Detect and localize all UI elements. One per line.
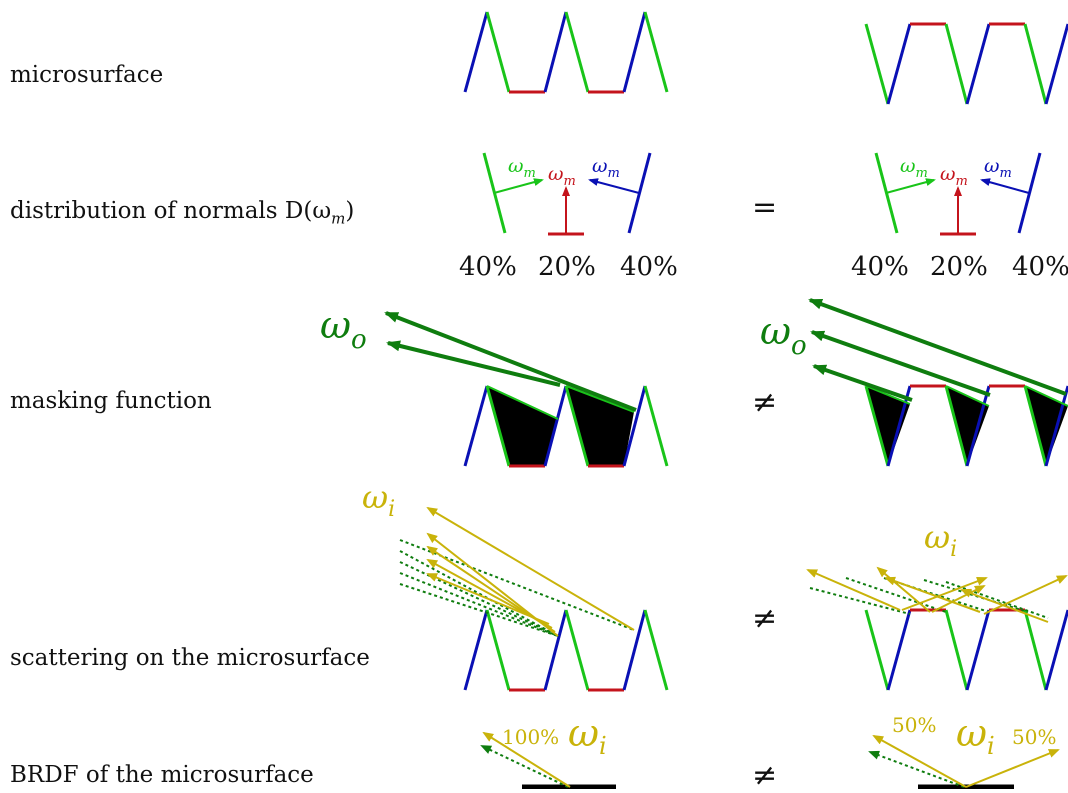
view-ray-b3 — [812, 364, 913, 402]
omega-i-label-a: ωi — [362, 478, 395, 522]
view-ray-b1 — [808, 298, 1067, 396]
normal-label-blue-b: ωm — [984, 155, 1012, 181]
row-label-distribution-of-normals: distribution of normals D(ωm) — [10, 198, 354, 228]
omega-i-label-brdf-b: ωi — [956, 711, 995, 760]
equals-sign: = — [752, 190, 778, 225]
view-ray-b2 — [810, 330, 991, 397]
normal-label-green: ωm — [508, 155, 536, 181]
not-equal-sign-scattering: ≠ — [752, 601, 778, 636]
brdf-value-a: 100% — [502, 725, 559, 749]
distribution-label-subscript: m — [331, 209, 346, 228]
pct-left-b: 40% — [851, 252, 909, 282]
pct-mid-b: 20% — [930, 252, 988, 282]
normal-label-red-b: ωm — [940, 163, 968, 189]
brdf-right-pct-b: 50% — [1012, 725, 1056, 749]
normal-label-green-b: ωm — [900, 155, 928, 181]
view-ray-a2 — [386, 340, 561, 387]
scattering-diagram-a: ωi — [362, 478, 669, 692]
omega-o-label-b: ωo — [760, 309, 807, 361]
not-equal-sign-masking: ≠ — [752, 385, 778, 420]
row-label-brdf: BRDF of the microsurface — [10, 762, 314, 788]
normals-diagram-b: ωm ωm ωm 40% 20% 40% — [851, 152, 1068, 282]
pct-right-a: 40% — [620, 252, 678, 282]
omega-i-label-b: ωi — [924, 518, 957, 562]
row-label-scattering: scattering on the microsurface — [10, 645, 370, 671]
normals-diagram-a: ωm ωm ωm 40% 20% 40% — [459, 152, 678, 282]
omega-i-label-brdf-a: ωi — [568, 711, 607, 760]
normal-label-blue: ωm — [592, 155, 620, 181]
masking-diagram-a — [463, 384, 669, 468]
scattering-diagram-b: ωi — [806, 518, 1068, 692]
row-label-microsurface: microsurface — [10, 62, 164, 88]
brdf-diagram-a: 100% ωi — [480, 711, 616, 789]
normal-label-red: ωm — [548, 163, 576, 189]
distribution-label-close: ) — [345, 198, 355, 224]
omega-o-label-a: ωo — [320, 303, 367, 355]
pct-mid-a: 20% — [538, 252, 596, 282]
not-equal-sign-brdf: ≠ — [752, 758, 778, 793]
masking-diagram-b — [864, 384, 1068, 468]
pct-right-b: 40% — [1012, 252, 1068, 282]
distribution-label-text: distribution of normals D(ω — [10, 198, 332, 224]
microsurface-b — [864, 22, 1068, 106]
pct-left-a: 40% — [459, 252, 517, 282]
microsurface-a — [463, 10, 669, 94]
row-label-masking-function: masking function — [10, 388, 212, 414]
brdf-left-pct-b: 50% — [892, 713, 936, 737]
brdf-diagram-b: 50% ωi 50% — [868, 711, 1060, 789]
view-ray-a1 — [384, 311, 637, 412]
